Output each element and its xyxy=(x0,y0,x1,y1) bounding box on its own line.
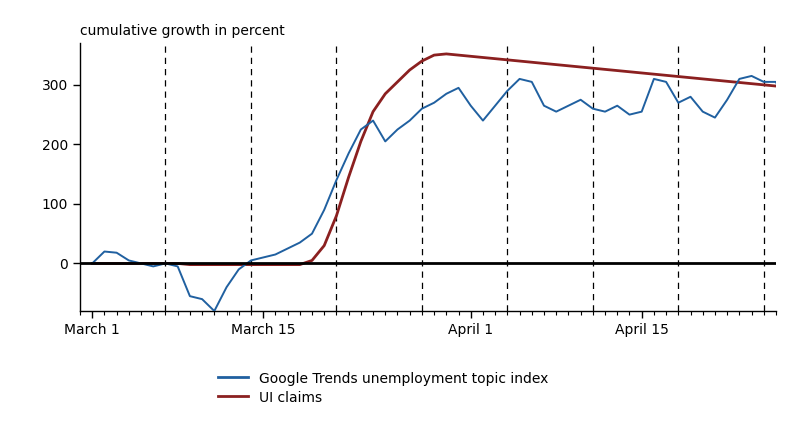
Text: cumulative growth in percent: cumulative growth in percent xyxy=(80,24,285,38)
Legend: Google Trends unemployment topic index, UI claims: Google Trends unemployment topic index, … xyxy=(212,366,554,410)
